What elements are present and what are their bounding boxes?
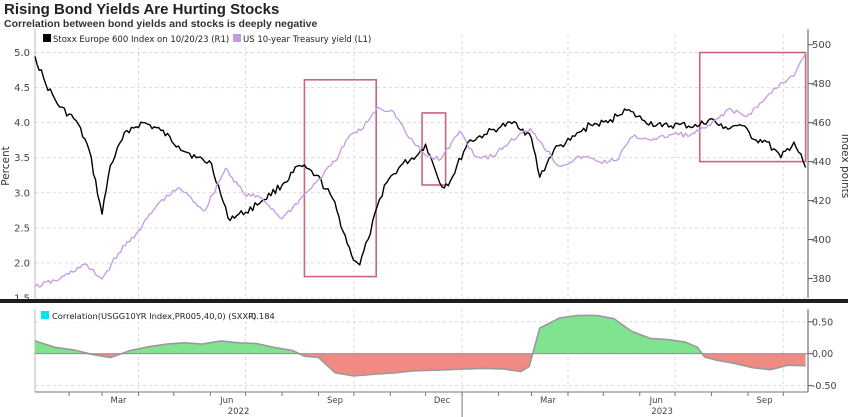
series-line-1 [34, 52, 807, 288]
y-tick-right-2: 420 [812, 196, 831, 207]
y-tick-left-2: 2.5 [14, 223, 30, 234]
y-tick-left-5: 4.0 [14, 118, 30, 129]
highlight-box-0 [303, 79, 378, 278]
corr-line [34, 314, 806, 377]
y-tick-left-6: 4.5 [14, 83, 30, 94]
chart-subtitle: Correlation between bond yields and stoc… [4, 18, 318, 30]
x-year-label-0: 2022 [228, 407, 250, 417]
chart-title: Rising Bond Yields Are Hurting Stocks [4, 1, 280, 18]
y-tick-left-4: 3.5 [14, 153, 30, 164]
x-tick-label-5: Jun [649, 396, 663, 406]
y-tick-right-3: 440 [812, 157, 831, 168]
y-tick-left-1: 2.0 [14, 258, 30, 269]
highlight-box-2 [698, 51, 807, 163]
x-tick-label-2: Sep [327, 396, 343, 406]
y-tick-right-6: 500 [812, 40, 831, 51]
corr-legend-value: -0.184 [248, 311, 275, 321]
y-tick-right-4: 460 [812, 118, 831, 129]
legend-swatch-1 [233, 34, 241, 42]
x-tick-label-0: Mar [111, 396, 128, 406]
corr-legend-swatch [41, 311, 49, 319]
y-tick-left-7: 5.0 [14, 48, 30, 59]
x-tick-label-4: Mar [540, 396, 557, 406]
corr-area-negative [35, 353, 806, 376]
corr-legend-label: Correlation(USGG10YR Index,PR005,40,0) (… [52, 311, 256, 321]
corr-y-tick-0: 0.50 [812, 317, 833, 328]
x-tick-label-3: Dec [434, 396, 451, 406]
corr-y-tick-1: 0.00 [812, 349, 833, 360]
y-axis-label-right: Index points [839, 134, 848, 199]
highlight-box-1 [421, 112, 447, 186]
y-tick-right-5: 480 [812, 79, 831, 90]
series-line-0 [34, 56, 807, 266]
y-tick-right-0: 380 [812, 274, 831, 285]
legend-label-0: Stoxx Europe 600 Index on 10/20/23 (R1) [53, 35, 229, 45]
corr-y-tick-2: -0.50 [812, 381, 837, 392]
corr-legend-bg [38, 309, 268, 322]
x-tick-label-1: Jun [219, 396, 233, 406]
x-tick-label-6: Sep [756, 396, 772, 406]
legend-box [40, 31, 288, 46]
y-tick-left-3: 3.0 [14, 188, 30, 199]
legend-swatch-0 [43, 34, 51, 42]
legend-label-1: US 10-year Treasury yield (L1) [243, 35, 371, 45]
panel-divider [0, 299, 848, 303]
x-year-label-1: 2023 [651, 407, 673, 417]
y-tick-right-1: 400 [812, 235, 831, 246]
y-axis-label-left: Percent [0, 146, 12, 186]
